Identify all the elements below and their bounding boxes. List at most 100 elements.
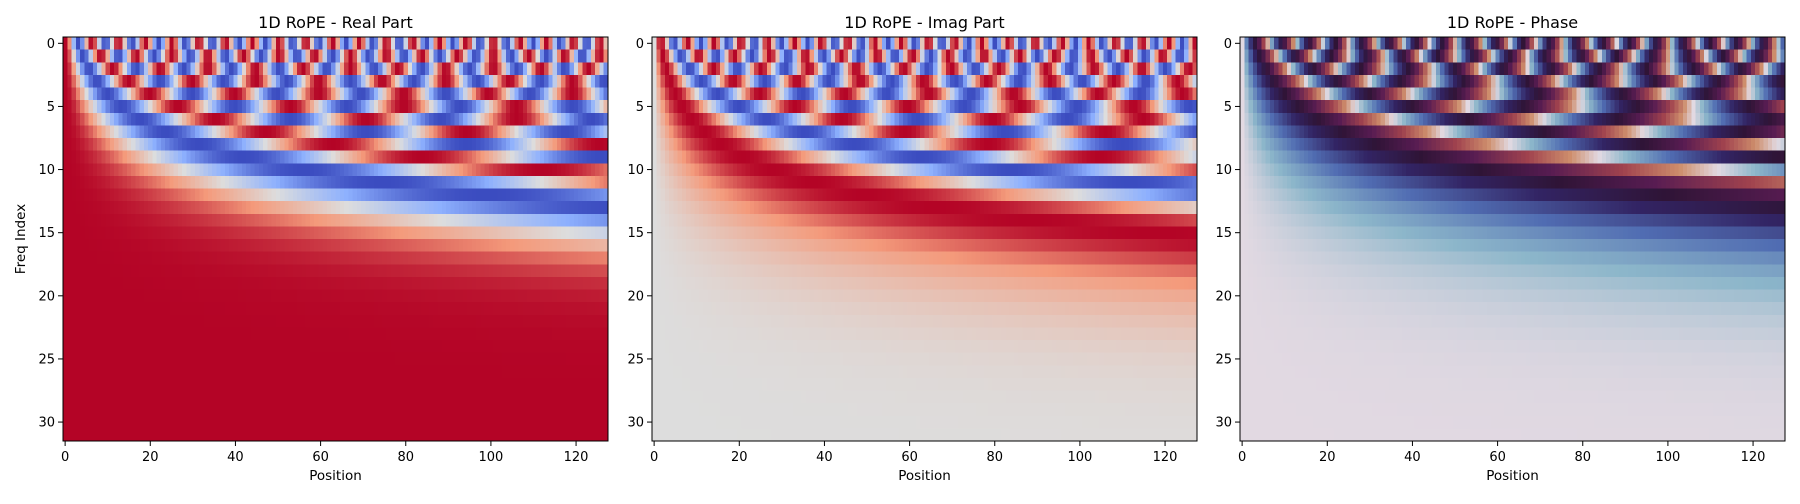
heatmap-cell	[1069, 100, 1074, 113]
heatmap-cell	[157, 302, 162, 315]
heatmap-cell	[963, 37, 968, 50]
heatmap-cell	[246, 226, 251, 239]
heatmap-cell	[771, 88, 776, 101]
heatmap-cell	[591, 315, 596, 328]
heatmap-cell	[497, 201, 502, 214]
heatmap-cell	[433, 378, 438, 391]
heatmap-cell	[459, 176, 464, 189]
heatmap-cell	[737, 50, 742, 63]
heatmap-cell	[357, 315, 362, 328]
heatmap-cell	[861, 50, 866, 63]
heatmap-cell	[361, 264, 366, 277]
heatmap-cell	[340, 125, 345, 138]
heatmap-cell	[599, 315, 604, 328]
heatmap-cell	[421, 201, 426, 214]
heatmap-cell	[93, 151, 98, 164]
heatmap-cell	[399, 302, 404, 315]
heatmap-cell	[276, 176, 281, 189]
heatmap-cell	[255, 138, 260, 151]
heatmap-cell	[548, 428, 553, 441]
heatmap-cell	[599, 252, 604, 265]
heatmap-cell	[1137, 88, 1142, 101]
heatmap-cell	[1184, 37, 1189, 50]
heatmap-cell	[267, 428, 272, 441]
heatmap-cell	[587, 125, 592, 138]
heatmap-cell	[131, 290, 136, 303]
heatmap-cell	[336, 378, 341, 391]
heatmap-cell	[387, 290, 392, 303]
heatmap-cell	[178, 290, 183, 303]
heatmap-cell	[595, 290, 600, 303]
heatmap-cell	[169, 176, 174, 189]
heatmap-cell	[476, 327, 481, 340]
heatmap-cell	[493, 378, 498, 391]
heatmap-cell	[387, 353, 392, 366]
heatmap-cell	[886, 100, 891, 113]
heatmap-cell	[404, 189, 409, 202]
heatmap-cell	[221, 100, 226, 113]
heatmap-cell	[1069, 75, 1074, 88]
heatmap-cell	[599, 327, 604, 340]
heatmap-cell	[110, 428, 115, 441]
heatmap-cell	[310, 201, 315, 214]
heatmap-cell	[72, 50, 77, 63]
heatmap-cell	[387, 37, 392, 50]
heatmap-cell	[123, 75, 128, 88]
heatmap-cell	[310, 75, 315, 88]
heatmap-cell	[331, 340, 336, 353]
heatmap-cell	[497, 62, 502, 75]
heatmap-cell	[561, 416, 566, 429]
heatmap-cell	[467, 416, 472, 429]
heatmap-cell	[519, 365, 524, 378]
heatmap-cell	[106, 252, 111, 265]
heatmap-cell	[899, 50, 904, 63]
heatmap-cell	[553, 239, 558, 252]
heatmap-cell	[84, 88, 89, 101]
heatmap-cell	[314, 252, 319, 265]
heatmap-cell	[544, 290, 549, 303]
heatmap-cell	[746, 37, 751, 50]
heatmap-cell	[463, 88, 468, 101]
heatmap-cell	[1176, 37, 1181, 50]
heatmap-cell	[106, 302, 111, 315]
heatmap-cell	[476, 353, 481, 366]
heatmap-cell	[148, 403, 153, 416]
heatmap-cell	[506, 340, 511, 353]
heatmap-cell	[421, 353, 426, 366]
heatmap-cell	[106, 264, 111, 277]
heatmap-cell	[370, 327, 375, 340]
heatmap-cell	[493, 113, 498, 126]
heatmap-cell	[595, 50, 600, 63]
heatmap-cell	[225, 163, 230, 176]
heatmap-cell	[527, 315, 532, 328]
heatmap-cell	[225, 50, 230, 63]
heatmap-cell	[186, 88, 191, 101]
x-axis-label: Position	[309, 468, 362, 484]
heatmap-cell	[233, 315, 238, 328]
heatmap-cell	[157, 365, 162, 378]
heatmap-cell	[310, 428, 315, 441]
heatmap-cell	[548, 226, 553, 239]
heatmap-cell	[323, 416, 328, 429]
heatmap-cell	[570, 403, 575, 416]
heatmap-cell	[459, 50, 464, 63]
heatmap-cell	[233, 403, 238, 416]
heatmap-cell	[1103, 50, 1108, 63]
heatmap-cell	[276, 88, 281, 101]
heatmap-cell	[527, 88, 532, 101]
heatmap-cell	[678, 113, 683, 126]
heatmap-cell	[446, 428, 451, 441]
heatmap-cell	[561, 113, 566, 126]
heatmap-cell	[101, 315, 106, 328]
heatmap-cell	[182, 252, 187, 265]
heatmap-cell	[84, 416, 89, 429]
heatmap-cell	[988, 75, 993, 88]
heatmap-cell	[127, 201, 132, 214]
heatmap-cell	[280, 88, 285, 101]
heatmap-cell	[289, 226, 294, 239]
heatmap-cell	[878, 113, 883, 126]
heatmap-cell	[152, 391, 157, 404]
heatmap-cell	[348, 353, 353, 366]
heatmap-cell	[178, 100, 183, 113]
heatmap-cell	[536, 138, 541, 151]
